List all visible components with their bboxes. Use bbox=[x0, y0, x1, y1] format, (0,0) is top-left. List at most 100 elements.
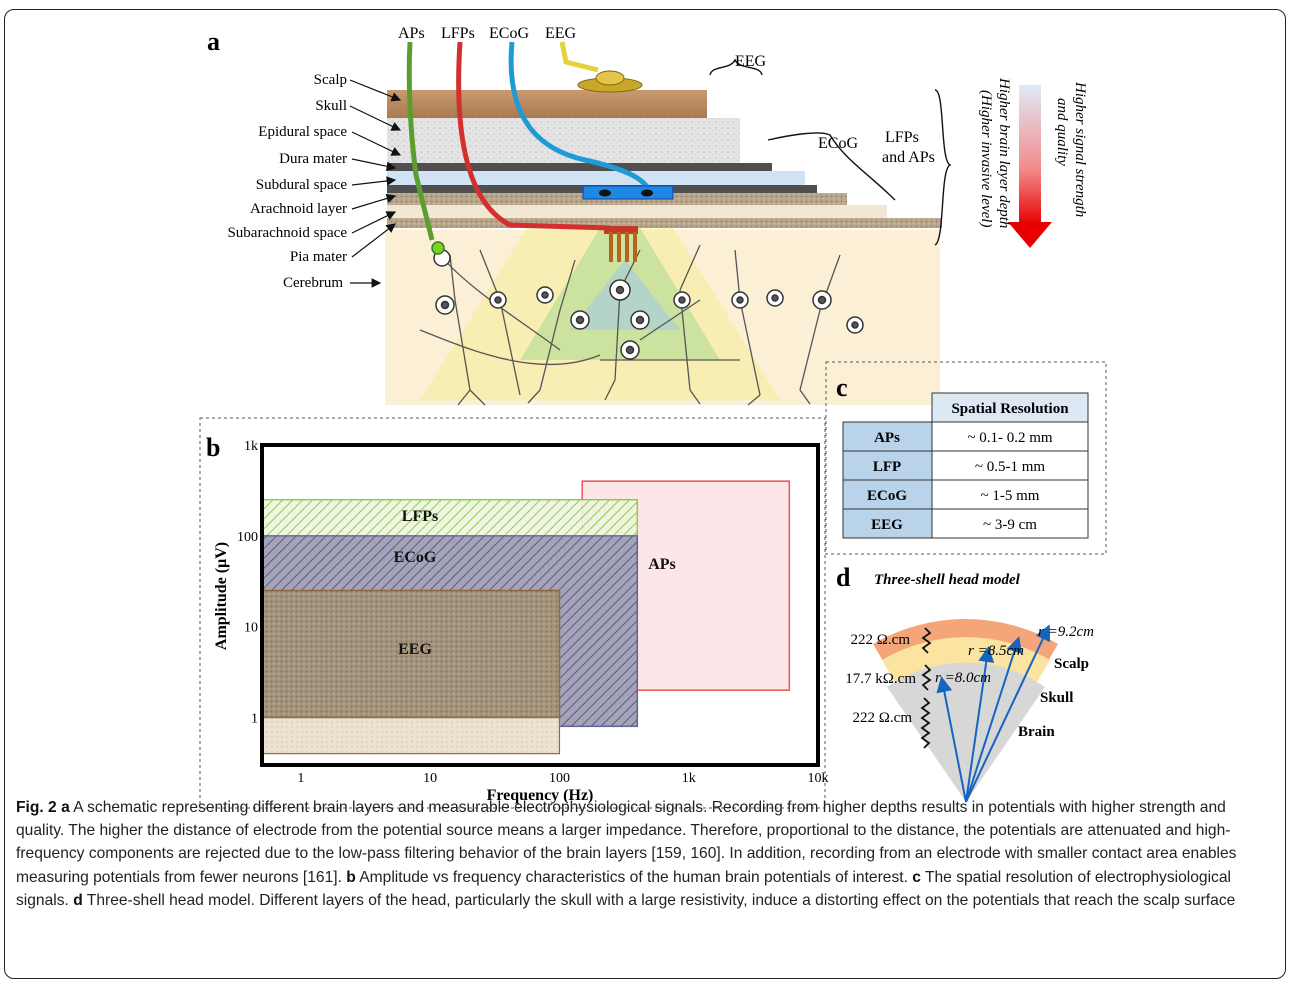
resistivity-brain: 222 Ω.cm bbox=[853, 710, 913, 726]
layer-label-skull: Skull bbox=[315, 98, 347, 114]
signal-depth-arrow-head bbox=[1008, 222, 1052, 248]
x-tick-label: 1k bbox=[682, 771, 696, 786]
table-cell-resolution: ~ 0.1- 0.2 mm bbox=[967, 430, 1053, 446]
range-braces bbox=[709, 58, 952, 246]
panel-c-border bbox=[825, 361, 1107, 555]
ap-electrode-wire bbox=[406, 41, 435, 241]
electrode-label-eeg: EEG bbox=[545, 25, 577, 42]
layer-label-scalp: Scalp bbox=[314, 72, 347, 88]
chart-axes-frame bbox=[260, 443, 820, 767]
layer-label-subarachnoid-space: Subarachnoid space bbox=[227, 225, 347, 241]
table-cell-signal: LFP bbox=[873, 459, 901, 475]
layer-label-epidural-space: Epidural space bbox=[258, 124, 347, 140]
x-tick-label: 1 bbox=[297, 771, 304, 786]
caption-c-label: c bbox=[912, 868, 921, 886]
panel-d-label: d bbox=[836, 563, 851, 592]
table-cell-resolution: ~ 1-5 mm bbox=[981, 488, 1040, 504]
caption-a-text: A schematic representing different brain… bbox=[16, 799, 1237, 886]
brain-shell bbox=[887, 662, 1045, 802]
series-label-aps: APs bbox=[648, 556, 676, 573]
caption-c-text: The spatial resolution of electrophysiol… bbox=[16, 868, 1231, 909]
arrow-label-depth-1: Higher brain layer depth bbox=[996, 77, 1012, 228]
layer-label-arachnoid-layer: Arachnoid layer bbox=[250, 201, 347, 217]
electrode-label-lfps: LFPs bbox=[441, 25, 475, 42]
resistivity-scalp: 222 Ω.cm bbox=[851, 632, 911, 648]
shell-label-scalp: Scalp bbox=[1054, 656, 1089, 672]
arrow-label-depth-2: (Higher invasive level) bbox=[978, 90, 994, 227]
table-cell-resolution: ~ 0.5-1 mm bbox=[975, 459, 1046, 475]
x-tick-label: 10 bbox=[423, 771, 437, 786]
lfp-electrode-wire bbox=[456, 41, 611, 231]
panel-c-label: c bbox=[836, 373, 848, 402]
panel-b-border bbox=[199, 417, 826, 809]
subarachnoid-space-layer bbox=[387, 205, 887, 218]
y-tick-label: 1k bbox=[244, 439, 258, 454]
panel-d: d Three-shell head model 222 Ω.cm 17.7 k… bbox=[836, 563, 1094, 803]
x-tick-label: 10k bbox=[808, 771, 829, 786]
layer-label-pia-mater: Pia mater bbox=[290, 249, 347, 265]
brace-label-ecog: ECoG bbox=[818, 135, 858, 152]
x-tick-label: 100 bbox=[549, 771, 570, 786]
caption-b-label: b bbox=[346, 868, 356, 886]
neuron-somas bbox=[433, 249, 864, 360]
eeg-range-area bbox=[261, 589, 561, 719]
subdural-space-layer bbox=[387, 171, 805, 185]
electrode-label-ecog: ECoG bbox=[489, 25, 529, 42]
caption-d-label: d bbox=[73, 891, 83, 909]
resistivity-skull: 17.7 kΩ.cm bbox=[845, 671, 916, 687]
caption-a-label: a bbox=[61, 799, 70, 816]
caption-d-text: Three-shell head model. Different layers… bbox=[82, 891, 1236, 909]
panel-a-label: a bbox=[207, 27, 220, 56]
brace-label-and-aps: and APs bbox=[882, 149, 935, 166]
layer-label-dura-mater: Dura mater bbox=[279, 151, 347, 167]
panel-d-title: Three-shell head model bbox=[874, 572, 1021, 588]
pia-mater-layer bbox=[387, 218, 942, 228]
layer-pointer-arrows bbox=[349, 79, 402, 288]
panel-b-label: b bbox=[206, 433, 220, 462]
ecog-contact-1 bbox=[599, 189, 611, 197]
table-cell-signal: APs bbox=[874, 430, 900, 446]
table-cell-resolution: ~ 3-9 cm bbox=[983, 517, 1037, 533]
ecog-electrode-strip bbox=[582, 185, 674, 200]
figure-caption: Fig. 2 a A schematic representing differ… bbox=[16, 796, 1278, 912]
radius-label-scalp: r =9.2cm bbox=[1038, 624, 1094, 640]
ecog-contact-2 bbox=[641, 189, 653, 197]
ecog-electrode-wire bbox=[508, 41, 653, 194]
table-cell-signal: ECoG bbox=[867, 488, 907, 504]
lfp-microelectrode-array bbox=[604, 226, 638, 262]
electrode-label-aps: APs bbox=[398, 25, 425, 42]
caption-b-text: Amplitude vs frequency characteristics o… bbox=[355, 868, 913, 886]
series-label-ecog: ECoG bbox=[394, 549, 437, 566]
table-cell-signal: EEG bbox=[871, 517, 903, 533]
caption-fig-label: Fig. 2 bbox=[16, 799, 57, 816]
radius-arrows bbox=[936, 624, 1051, 803]
dura-mater-layer bbox=[387, 163, 772, 171]
series-label-lfps: LFPs bbox=[402, 508, 438, 525]
resistor-zigzags bbox=[920, 627, 932, 749]
y-tick-label: 100 bbox=[237, 530, 258, 545]
radius-label-brain: r =8.0cm bbox=[935, 670, 991, 686]
y-tick-label: 1 bbox=[251, 712, 258, 727]
panel-b: b LFPs ECoG EEG APs 1 10 100 1k 10k 1k 100 10 1 Frequ… bbox=[199, 417, 829, 809]
panel-c: c Spatial Resolution APs ~ 0.1- 0.2 mm L… bbox=[825, 361, 1107, 555]
scalp-layer bbox=[387, 90, 707, 118]
eeg-electrode-wire bbox=[559, 41, 599, 73]
eeg-electrode-top bbox=[595, 70, 625, 86]
amplitude-frequency-chart: LFPs ECoG EEG APs 1 10 100 1k 10k 1k 100 10 1 Frequen… bbox=[213, 439, 829, 804]
brace-label-lfps: LFPs bbox=[885, 129, 919, 146]
skull-layer bbox=[387, 118, 740, 163]
panel-a: a APs LFPs ECoG EEG bbox=[207, 25, 1088, 406]
ap-electrode-tip bbox=[431, 241, 445, 255]
x-axis-label: Frequency (Hz) bbox=[487, 787, 594, 804]
series-label-eeg: EEG bbox=[398, 641, 432, 658]
y-axis-label: Amplitude (μV) bbox=[213, 542, 230, 650]
shell-label-brain: Brain bbox=[1018, 724, 1055, 740]
spatial-resolution-table bbox=[842, 392, 1089, 539]
arrow-label-signal-2: and quality bbox=[1054, 98, 1070, 166]
layer-label-subdural-space: Subdural space bbox=[256, 177, 348, 193]
arrow-label-signal-1: Higher signal strength bbox=[1072, 81, 1088, 217]
brace-label-eeg: EEG bbox=[735, 53, 767, 70]
radius-label-skull: r =8.5cm bbox=[968, 643, 1024, 659]
shell-label-skull: Skull bbox=[1040, 690, 1073, 706]
